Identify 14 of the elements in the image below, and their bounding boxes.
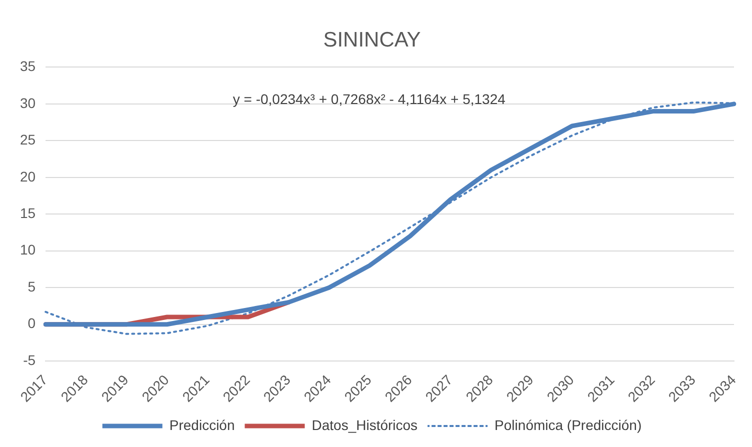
legend-label: Predicción <box>169 416 235 433</box>
y-tick-label: 30 <box>20 94 36 111</box>
y-tick-label: 20 <box>20 168 36 184</box>
annotation: y = -0,0234x³ + 0,7268x² - 4,1164x + 5,1324 <box>232 91 506 108</box>
y-tick-label: 15 <box>20 205 36 222</box>
chart-title: SININCAY <box>323 28 421 52</box>
legend-label: Polinómica (Predicción) <box>494 416 642 433</box>
y-tick-label: 5 <box>28 278 36 294</box>
y-tick-label: 35 <box>20 58 36 74</box>
y-tick-label: -5 <box>23 352 36 368</box>
y-tick-label: 25 <box>20 132 36 148</box>
legend-label: Datos_Históricos <box>312 416 418 433</box>
y-tick-label: 0 <box>28 315 36 332</box>
y-tick-label: 10 <box>20 242 36 258</box>
